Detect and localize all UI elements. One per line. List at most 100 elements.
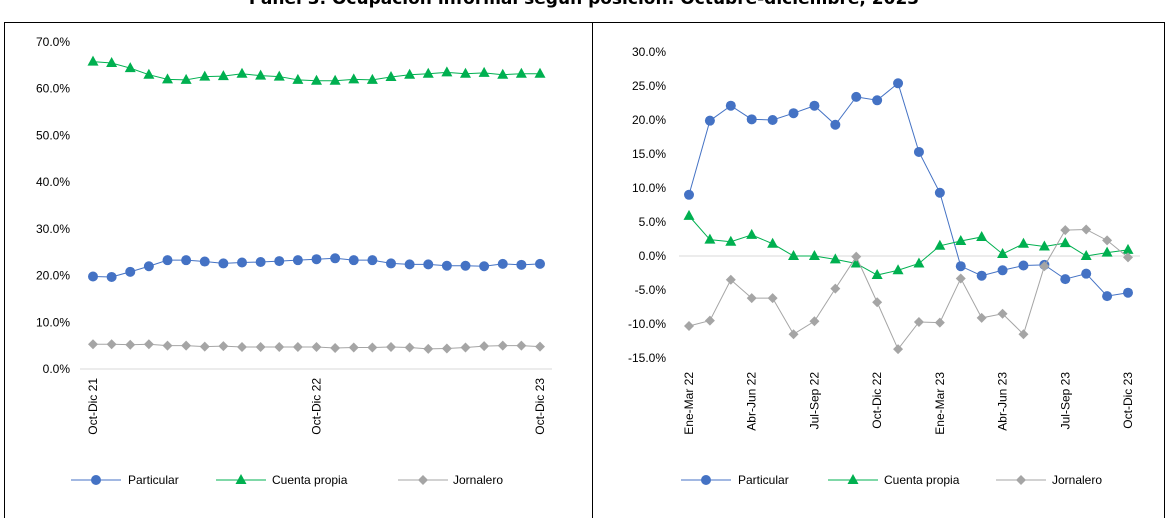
marker — [1017, 237, 1029, 248]
marker — [704, 315, 715, 326]
marker — [162, 340, 173, 351]
marker — [479, 341, 490, 352]
marker — [348, 73, 360, 84]
x-tick-label: Oct-Dic 21 — [86, 378, 100, 435]
marker — [535, 341, 545, 352]
x-tick-label: Ene-Mar 22 — [682, 372, 696, 435]
marker — [1102, 235, 1113, 246]
y-tick-label: 20.0% — [36, 269, 70, 283]
x-tick-label: Oct-Dic 22 — [310, 378, 324, 435]
marker — [311, 254, 322, 265]
marker — [1060, 274, 1071, 285]
marker — [913, 316, 924, 327]
marker — [88, 339, 98, 350]
marker — [976, 230, 988, 241]
marker — [1018, 260, 1029, 271]
marker — [386, 258, 396, 269]
marker — [199, 70, 211, 81]
marker — [236, 67, 248, 78]
marker — [87, 55, 99, 66]
marker — [746, 228, 758, 239]
marker — [704, 233, 716, 244]
marker — [1081, 268, 1092, 279]
marker — [404, 342, 415, 353]
marker — [385, 71, 397, 82]
marker — [851, 91, 862, 102]
marker — [934, 317, 945, 328]
marker — [955, 273, 966, 284]
legend-label: Particular — [738, 473, 789, 487]
marker — [181, 340, 192, 351]
marker — [684, 189, 694, 200]
marker — [893, 78, 904, 89]
legend-label: Jornalero — [453, 473, 503, 487]
legend-marker — [235, 474, 247, 484]
marker — [274, 342, 285, 353]
marker — [809, 316, 820, 327]
marker — [422, 67, 434, 78]
marker — [871, 269, 883, 280]
marker — [441, 260, 452, 271]
marker — [913, 257, 925, 268]
y-tick-label: 30.0% — [36, 222, 70, 236]
marker — [746, 114, 757, 125]
marker — [460, 342, 471, 353]
marker — [997, 265, 1008, 276]
marker — [1102, 291, 1113, 302]
x-tick-label: Oct-Dic 23 — [533, 378, 547, 435]
y-tick-label: 30.0% — [632, 45, 666, 59]
marker — [955, 261, 966, 272]
marker — [218, 258, 229, 269]
marker — [997, 308, 1008, 319]
y-tick-label: 25.0% — [632, 79, 666, 93]
marker — [684, 321, 694, 332]
y-tick-label: 10.0% — [36, 315, 70, 329]
y-tick-label: 10.0% — [632, 181, 666, 195]
marker — [535, 258, 545, 269]
marker — [199, 256, 210, 267]
marker — [255, 69, 267, 80]
legend-marker — [418, 475, 428, 485]
marker — [479, 261, 490, 272]
marker — [106, 339, 117, 350]
y-tick-label: 60.0% — [36, 82, 70, 96]
marker — [913, 146, 924, 157]
x-tick-label: Oct-Dic 22 — [870, 372, 884, 429]
marker — [125, 339, 136, 350]
marker — [976, 270, 987, 281]
marker — [292, 342, 303, 353]
y-tick-label: 40.0% — [36, 175, 70, 189]
marker — [423, 259, 434, 270]
marker — [767, 293, 778, 304]
x-tick-label: Jul-Sep 22 — [807, 372, 821, 430]
marker — [88, 271, 98, 282]
marker — [1039, 261, 1050, 272]
marker — [125, 266, 136, 277]
marker — [404, 68, 416, 79]
marker — [1060, 225, 1071, 236]
marker — [850, 257, 862, 268]
marker — [1080, 250, 1092, 260]
marker — [106, 271, 117, 282]
marker — [1123, 252, 1133, 263]
marker — [348, 255, 359, 266]
marker — [274, 256, 285, 267]
marker — [725, 274, 736, 285]
marker — [788, 108, 799, 119]
marker — [199, 341, 210, 352]
marker — [1038, 240, 1050, 251]
marker — [997, 247, 1009, 258]
marker — [1081, 224, 1092, 235]
marker — [237, 342, 247, 353]
series-line — [688, 228, 1129, 351]
x-tick-label: Abr-Jun 22 — [745, 372, 759, 431]
marker — [329, 74, 341, 85]
marker — [1059, 237, 1071, 248]
marker — [829, 253, 841, 264]
marker — [767, 115, 778, 125]
marker — [330, 342, 341, 353]
legend-label: Jornalero — [1052, 473, 1102, 487]
legend-marker — [1016, 475, 1026, 485]
